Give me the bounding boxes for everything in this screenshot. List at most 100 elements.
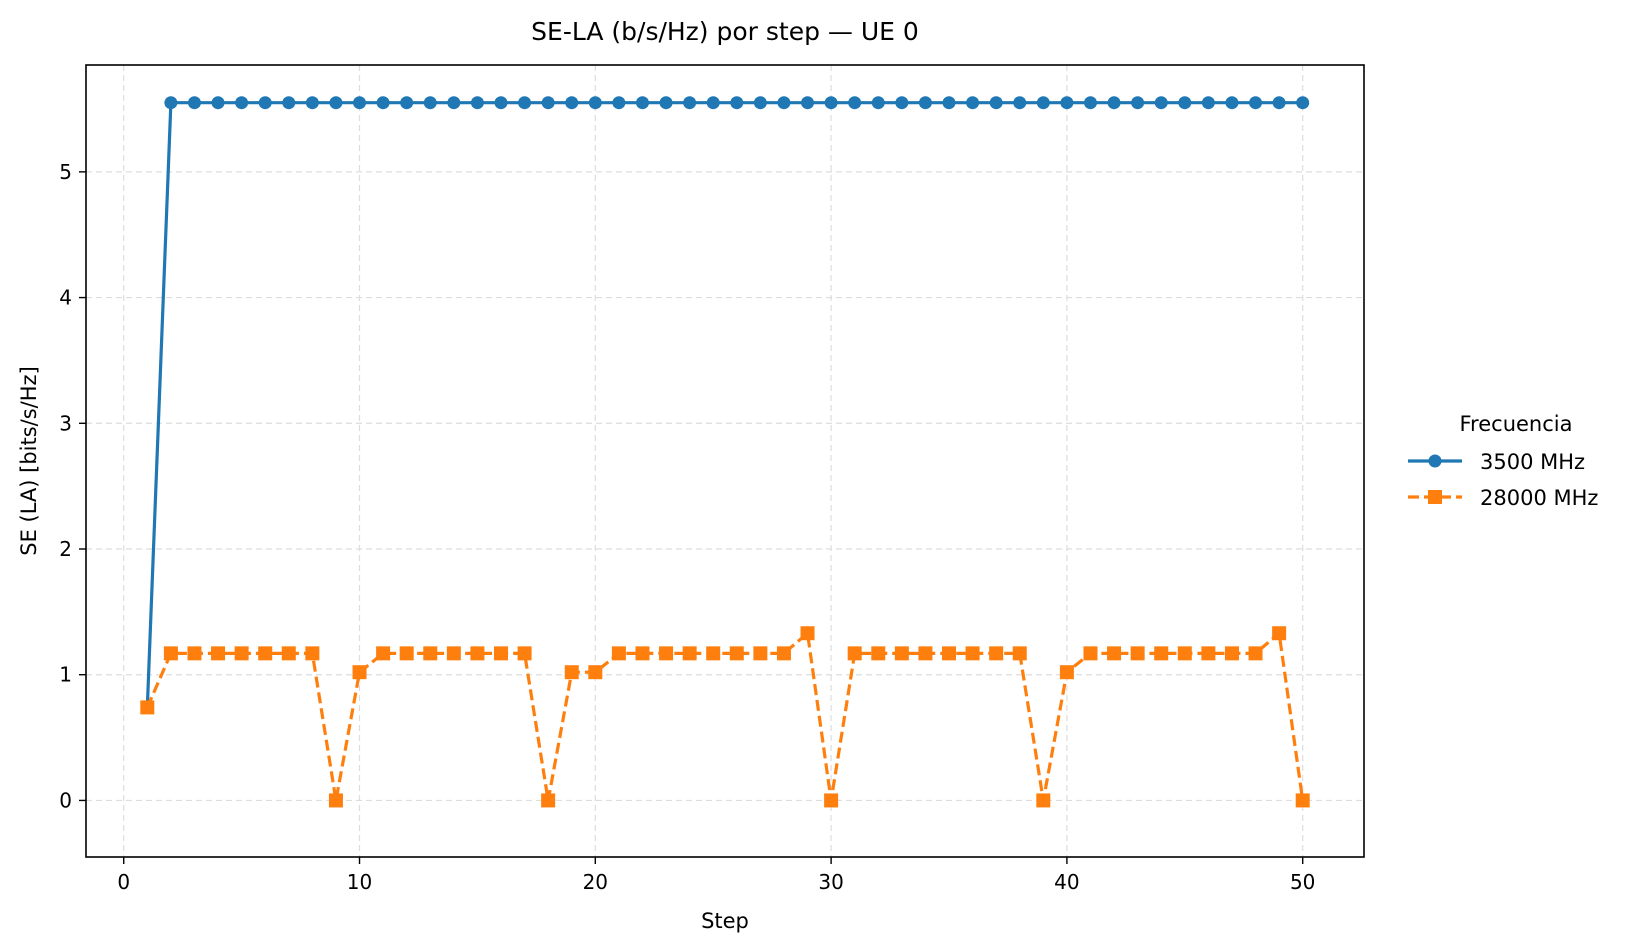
data-point bbox=[1272, 96, 1286, 110]
series-line bbox=[145, 631, 1305, 803]
x-tick-label: 50 bbox=[1290, 870, 1315, 894]
data-point bbox=[776, 646, 791, 661]
data-point bbox=[801, 96, 815, 110]
x-tick-label: 20 bbox=[583, 870, 608, 894]
data-point bbox=[518, 96, 532, 110]
data-point bbox=[1295, 793, 1310, 808]
data-point bbox=[329, 96, 343, 110]
data-point bbox=[706, 96, 720, 110]
data-point bbox=[611, 646, 626, 661]
data-point bbox=[494, 96, 508, 110]
grid bbox=[86, 65, 1364, 857]
data-point bbox=[187, 96, 201, 110]
data-point bbox=[683, 96, 697, 110]
data-point bbox=[871, 96, 885, 110]
data-point bbox=[1012, 646, 1027, 661]
series-0 bbox=[140, 96, 1310, 714]
y-tick-label: 5 bbox=[59, 160, 72, 184]
data-point bbox=[376, 96, 390, 110]
data-point bbox=[1059, 665, 1074, 680]
data-point bbox=[1083, 646, 1098, 661]
data-point bbox=[258, 646, 273, 661]
data-point bbox=[376, 646, 391, 661]
data-point bbox=[1177, 646, 1192, 661]
data-point bbox=[140, 700, 155, 715]
data-point bbox=[895, 96, 909, 110]
data-point bbox=[753, 646, 768, 661]
data-point bbox=[305, 96, 319, 110]
x-axis: 0 10 20 30 40 50 bbox=[117, 857, 1315, 894]
legend-label: 3500 MHz bbox=[1480, 450, 1585, 474]
data-point bbox=[399, 646, 414, 661]
x-tick-label: 10 bbox=[347, 870, 372, 894]
data-point bbox=[1107, 96, 1121, 110]
series-layer bbox=[140, 96, 1310, 808]
legend-marker bbox=[1428, 454, 1442, 468]
y-tick-label: 4 bbox=[59, 286, 72, 310]
data-point bbox=[966, 96, 980, 110]
series-1 bbox=[140, 626, 1310, 808]
y-tick-label: 0 bbox=[59, 788, 72, 812]
data-point bbox=[447, 96, 461, 110]
data-point bbox=[235, 96, 249, 110]
data-point bbox=[541, 96, 555, 110]
data-point bbox=[541, 793, 556, 808]
data-point bbox=[1154, 646, 1169, 661]
data-point bbox=[612, 96, 626, 110]
data-point bbox=[282, 96, 296, 110]
data-point bbox=[635, 646, 650, 661]
data-point bbox=[1249, 96, 1263, 110]
data-point bbox=[423, 96, 437, 110]
data-point bbox=[918, 646, 933, 661]
legend: Frecuencia 3500 MHz 28000 MHz bbox=[1408, 412, 1598, 510]
series-line bbox=[145, 101, 1303, 708]
data-point bbox=[1272, 626, 1287, 641]
data-point bbox=[800, 626, 815, 641]
data-point bbox=[824, 96, 838, 110]
data-point bbox=[706, 646, 721, 661]
data-point bbox=[777, 96, 791, 110]
data-point bbox=[493, 646, 508, 661]
data-point bbox=[281, 646, 296, 661]
data-point bbox=[659, 646, 674, 661]
data-point bbox=[730, 96, 744, 110]
data-point bbox=[565, 96, 579, 110]
data-point bbox=[965, 646, 980, 661]
y-tick-label: 3 bbox=[59, 411, 72, 435]
legend-marker bbox=[1428, 490, 1442, 504]
data-point bbox=[588, 96, 602, 110]
data-point bbox=[1036, 96, 1050, 110]
data-point bbox=[753, 96, 767, 110]
legend-title: Frecuencia bbox=[1460, 412, 1573, 436]
data-point bbox=[871, 646, 886, 661]
data-point bbox=[824, 793, 839, 808]
data-point bbox=[1013, 96, 1027, 110]
data-point bbox=[682, 646, 697, 661]
data-point bbox=[164, 96, 178, 110]
data-point bbox=[353, 96, 367, 110]
data-point bbox=[1296, 96, 1310, 110]
data-point bbox=[1224, 646, 1239, 661]
x-tick-label: 40 bbox=[1054, 870, 1079, 894]
data-point bbox=[1248, 646, 1263, 661]
data-point bbox=[1225, 96, 1239, 110]
data-point bbox=[470, 96, 484, 110]
data-point bbox=[848, 96, 862, 110]
data-point bbox=[1154, 96, 1168, 110]
data-point bbox=[328, 793, 343, 808]
y-tick-label: 2 bbox=[59, 537, 72, 561]
data-point bbox=[163, 646, 178, 661]
data-point bbox=[423, 646, 438, 661]
data-point bbox=[1083, 96, 1097, 110]
y-tick-label: 1 bbox=[59, 663, 72, 687]
plot-frame bbox=[85, 64, 1365, 858]
data-point bbox=[588, 665, 603, 680]
data-point bbox=[258, 96, 272, 110]
data-point bbox=[564, 665, 579, 680]
data-point bbox=[517, 646, 532, 661]
y-axis-label: SE (LA) [bits/s/Hz] bbox=[17, 366, 41, 556]
chart-title: SE-LA (b/s/Hz) por step — UE 0 bbox=[531, 17, 919, 46]
data-point bbox=[989, 646, 1004, 661]
data-point bbox=[659, 96, 673, 110]
